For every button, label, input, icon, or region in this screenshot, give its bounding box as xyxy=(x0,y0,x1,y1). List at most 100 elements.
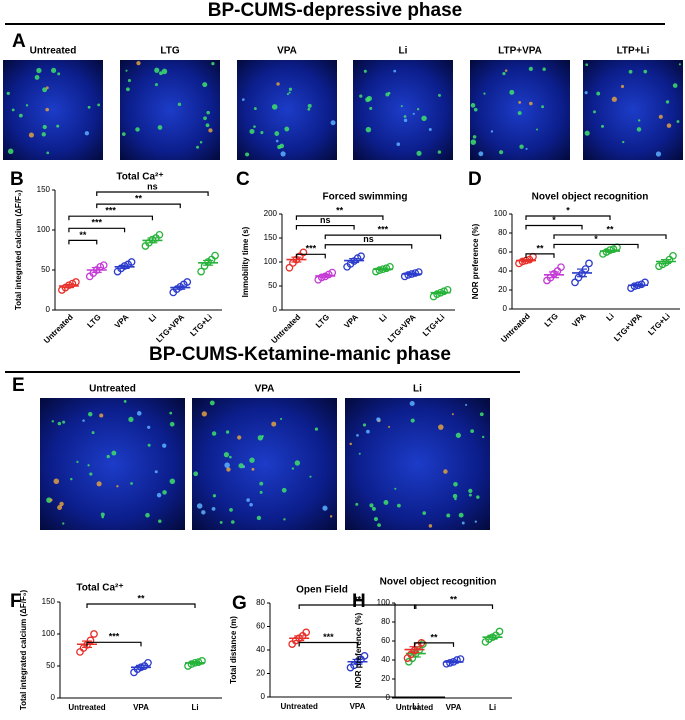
cell xyxy=(82,419,85,422)
cell xyxy=(291,467,295,470)
x-tick-label: Li xyxy=(147,313,158,324)
x-tick-label: LTG xyxy=(543,312,560,329)
y-tick-label: 100 xyxy=(264,257,278,266)
cell xyxy=(127,78,131,83)
cell xyxy=(637,119,641,122)
panel-letter: G xyxy=(232,593,247,614)
cell xyxy=(256,515,262,521)
significance-label: *** xyxy=(323,632,334,642)
significance-label: ns xyxy=(320,215,331,225)
cell xyxy=(468,488,473,494)
cell xyxy=(201,411,207,417)
x-tick-label: Li xyxy=(605,312,616,323)
data-point xyxy=(641,278,649,287)
significance-label: ** xyxy=(79,230,87,240)
significance-bracket xyxy=(553,243,639,249)
cell xyxy=(479,412,484,417)
cell xyxy=(622,140,625,144)
chart-title: Open Field xyxy=(296,585,348,596)
cell xyxy=(226,467,231,472)
cell xyxy=(162,490,167,495)
data-point xyxy=(99,261,108,270)
cell xyxy=(275,139,279,143)
cell xyxy=(106,454,110,459)
cell xyxy=(246,498,250,502)
cell xyxy=(209,400,215,406)
data-point xyxy=(436,288,445,297)
y-tick-label: 50 xyxy=(41,265,50,274)
cell xyxy=(156,492,162,498)
cell xyxy=(403,115,407,118)
data-point xyxy=(443,285,452,294)
panel-letter: D xyxy=(468,169,482,190)
y-tick-label: 100 xyxy=(37,225,51,234)
micrograph xyxy=(237,60,337,160)
cell xyxy=(245,152,250,157)
cell xyxy=(121,132,126,136)
significance-label: ** xyxy=(137,593,145,603)
x-tick-label: Li xyxy=(412,702,419,711)
chart-title: Novel object recognition xyxy=(380,577,497,588)
cell xyxy=(57,72,61,76)
cell xyxy=(276,82,280,86)
significance-label: * xyxy=(594,234,598,244)
cell xyxy=(211,507,216,511)
cell xyxy=(202,82,208,88)
significance-bracket xyxy=(86,641,142,647)
cell xyxy=(584,91,588,95)
data-point xyxy=(144,658,152,667)
cell xyxy=(159,71,163,76)
cell xyxy=(288,91,291,94)
data-point xyxy=(194,658,203,667)
cell xyxy=(438,93,441,97)
data-point xyxy=(446,658,454,667)
cell xyxy=(286,93,289,96)
cell xyxy=(84,131,90,136)
cell xyxy=(416,108,420,111)
significance-bracket xyxy=(324,234,442,240)
cell xyxy=(111,450,117,456)
cell xyxy=(281,487,287,493)
cell xyxy=(224,462,230,468)
cell xyxy=(249,128,255,135)
cell xyxy=(201,510,206,515)
significance-bracket xyxy=(413,604,494,609)
significance-bracket xyxy=(324,244,413,249)
cell xyxy=(87,105,91,109)
data-point xyxy=(418,640,427,648)
cell xyxy=(349,442,352,446)
cell xyxy=(528,66,533,72)
image-label: LTG xyxy=(160,46,179,57)
panel-letter: E xyxy=(12,375,25,396)
data-point xyxy=(375,266,384,275)
panel-letter: C xyxy=(236,169,250,190)
cell xyxy=(359,94,363,98)
cell xyxy=(517,111,522,116)
cell xyxy=(46,151,50,155)
x-tick-label: VPA xyxy=(570,311,588,329)
cell xyxy=(158,519,162,523)
cell xyxy=(89,472,93,476)
x-tick-label: LTG xyxy=(314,313,331,330)
significance-label: ** xyxy=(430,632,438,642)
data-point xyxy=(379,265,387,274)
cell xyxy=(397,503,401,508)
panel-letter: F xyxy=(10,591,22,612)
cell xyxy=(438,424,444,430)
y-tick-label: 80 xyxy=(256,598,265,607)
image-label: LTP+Li xyxy=(617,46,650,57)
image-label: Untreated xyxy=(89,384,136,395)
cell xyxy=(99,413,104,418)
cell xyxy=(518,101,522,104)
y-axis-label: Total integrated calcium (ΔF/F₀) xyxy=(14,190,23,311)
x-tick-label: Li xyxy=(489,703,496,712)
significance-label: ** xyxy=(536,243,544,253)
cell xyxy=(229,455,232,459)
data-point xyxy=(372,267,380,276)
data-point xyxy=(187,660,196,668)
cell xyxy=(542,67,546,71)
cell xyxy=(259,481,264,486)
cell xyxy=(356,434,359,437)
data-point xyxy=(518,257,527,266)
cell xyxy=(145,512,150,518)
